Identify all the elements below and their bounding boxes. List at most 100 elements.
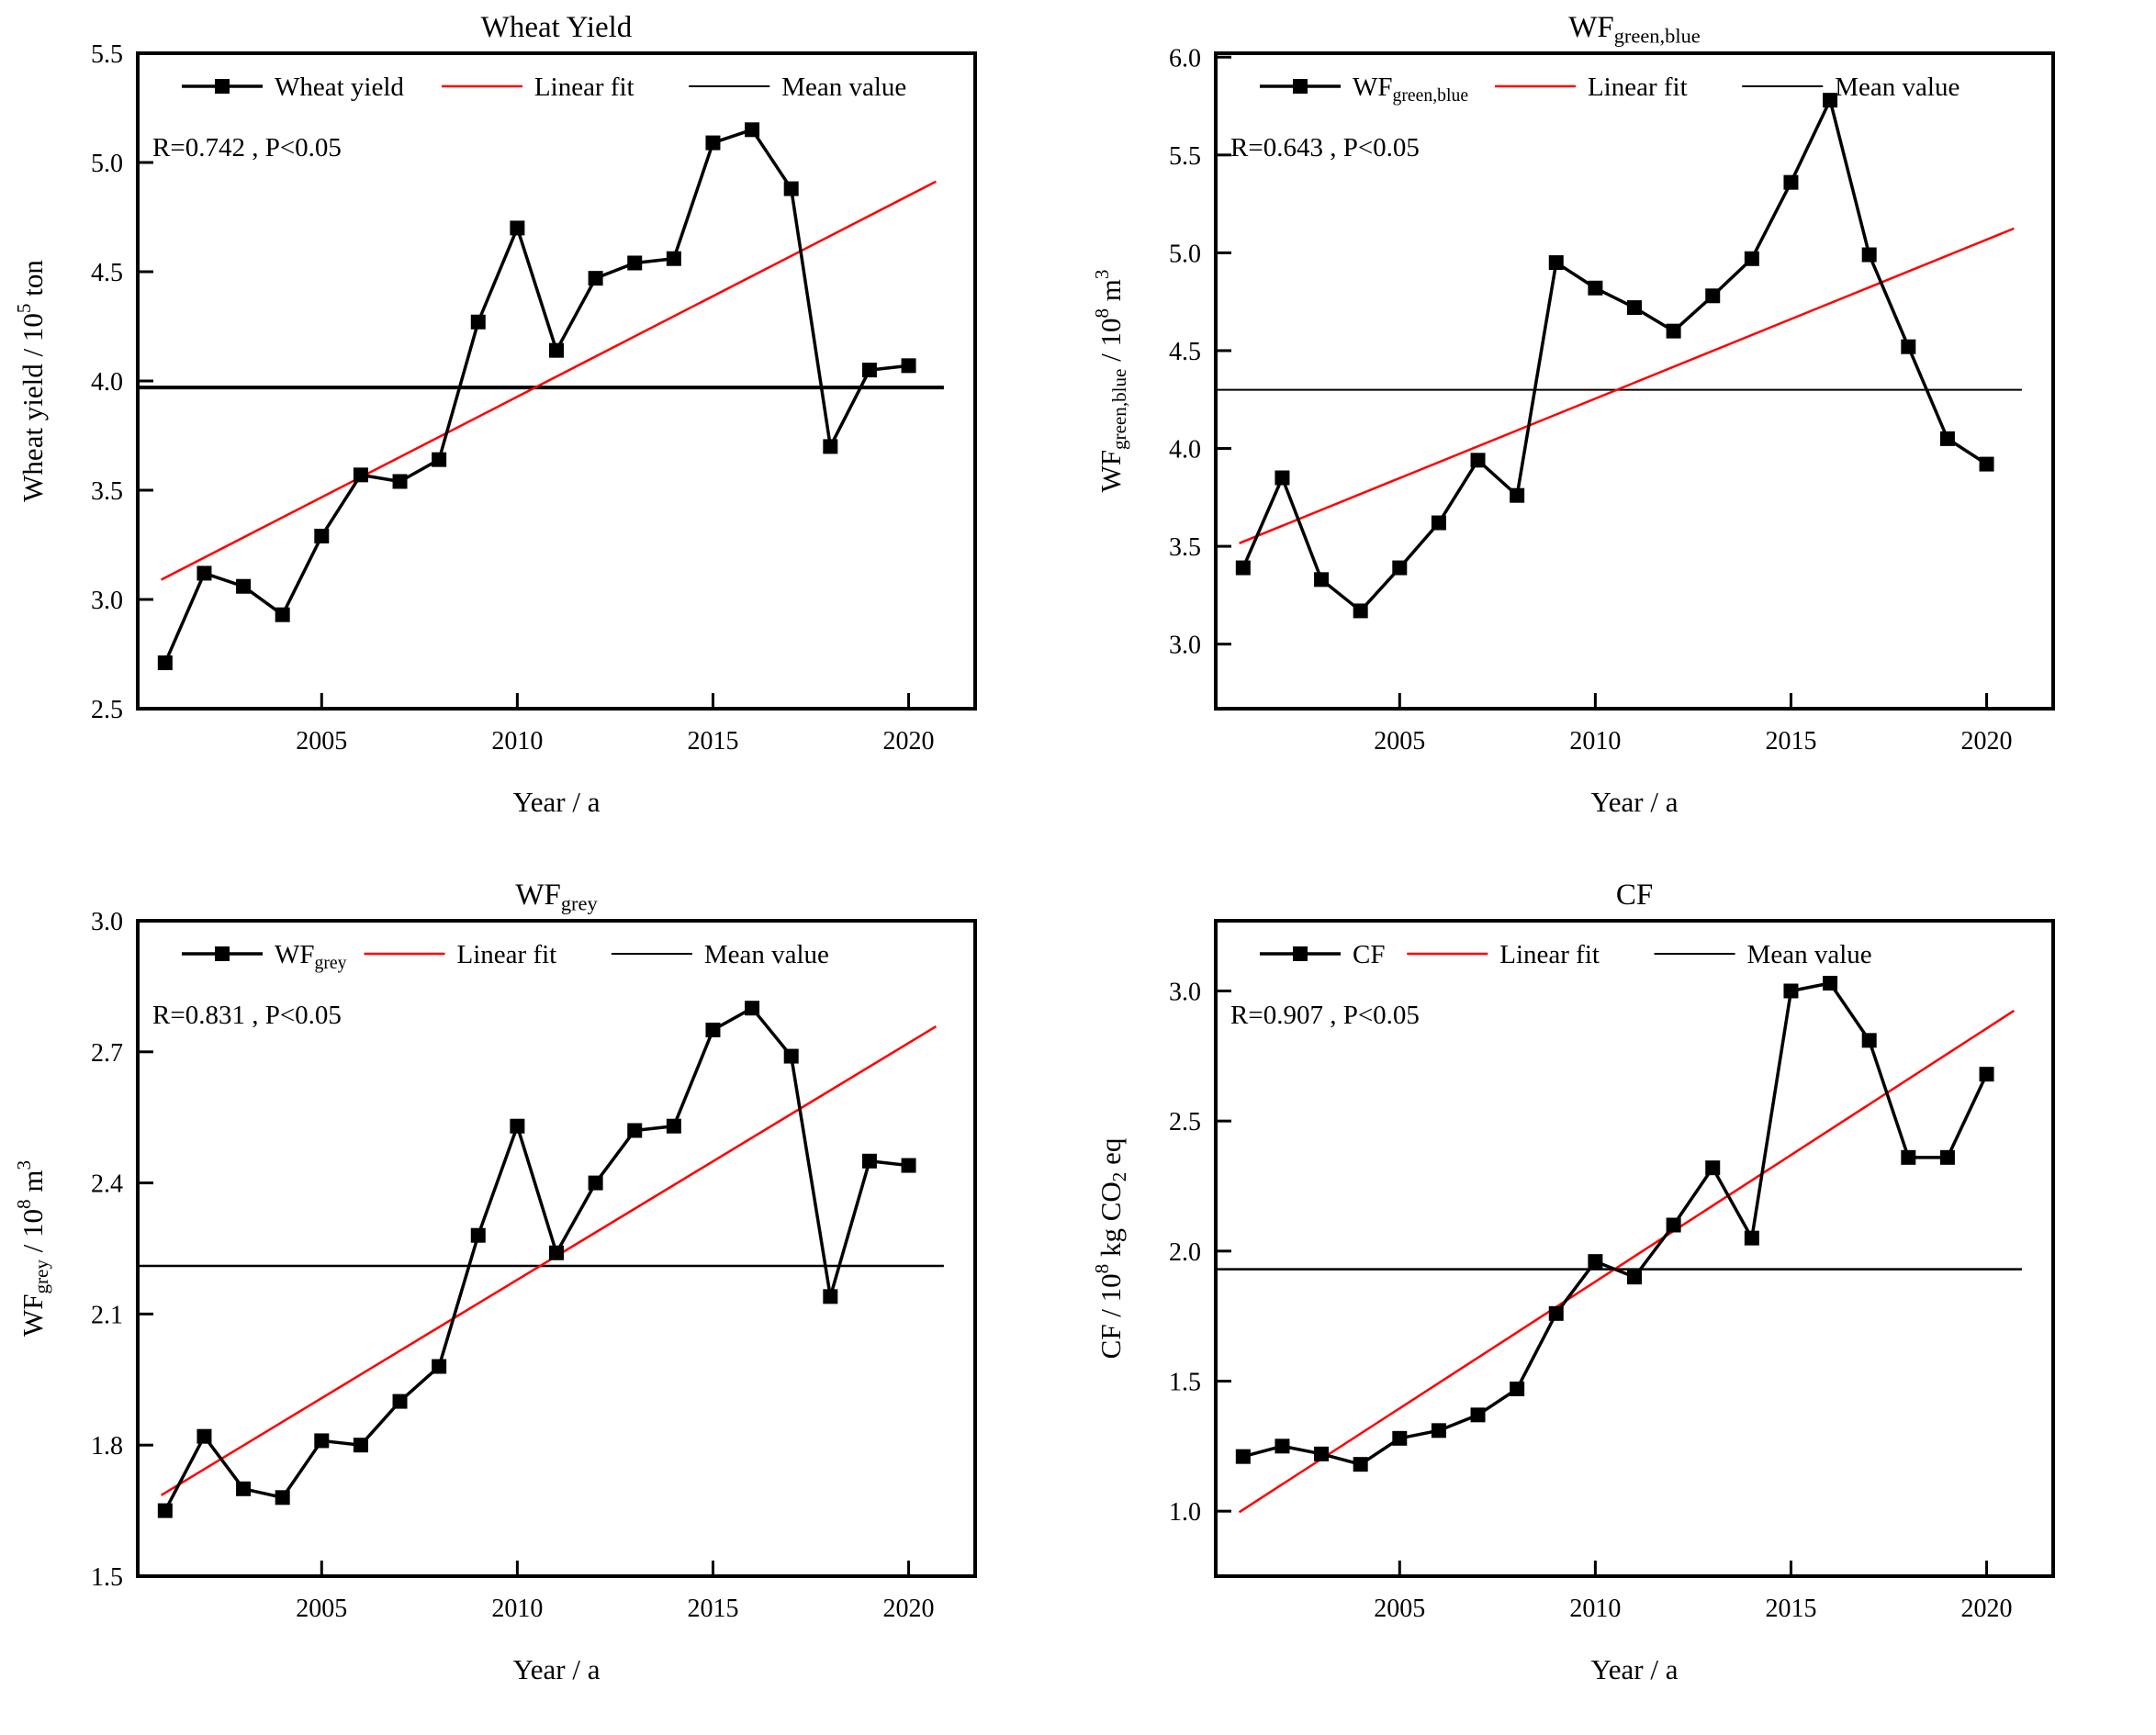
data-point-marker: [823, 1289, 838, 1304]
legend: CF Linear fit Mean value: [1260, 940, 1872, 969]
legend-label: Wheat yield: [275, 73, 404, 102]
y-tick-label: 5.0: [1169, 240, 1201, 268]
data-point-marker: [197, 565, 212, 581]
data-point-marker: [666, 251, 681, 266]
data-point-marker: [470, 1227, 486, 1243]
plot-box: [136, 919, 977, 1578]
x-axis: 2005 2010 2015 2020: [1374, 693, 2013, 756]
legend: WFgrey Linear fit Mean value: [182, 940, 829, 973]
x-tick-label: 2005: [1374, 727, 1425, 756]
y-tick-label: 5.5: [1169, 142, 1201, 171]
legend-label: Mean value: [704, 940, 829, 969]
series-line: [1241, 98, 1988, 613]
x-tick-label: 2020: [883, 1595, 935, 1623]
plot-box: [1214, 919, 2055, 1578]
data-point-marker: [588, 271, 603, 286]
chart-panel-wheat-yield: 2.5 3.0 3.5 4.0 4.5 5.0 5.5 2005 2010 2015 2020 Yea…: [0, 0, 1078, 868]
legend-label: Mean value: [781, 73, 906, 102]
legend-label: Linear fit: [1588, 73, 1688, 102]
data-point-marker: [1901, 1149, 1916, 1165]
y-tick-label: 1.8: [91, 1432, 123, 1461]
wf-green-blue-chart: 3.0 3.5 4.0 4.5 5.0 5.5 6.0 2005 2010 2015 2020 Yea…: [1091, 11, 2055, 818]
series-line: [163, 128, 909, 664]
data-point-marker: [861, 363, 877, 378]
data-point-marker: [1979, 1067, 1994, 1082]
data-point-marker: [1627, 1270, 1642, 1285]
series-line: [163, 1006, 909, 1512]
data-point-marker: [392, 474, 408, 489]
wheat-yield-chart: 2.5 3.0 3.5 4.0 4.5 5.0 5.5 2005 2010 2015 2020 Yea…: [13, 11, 977, 818]
y-tick-label: 5.5: [91, 40, 123, 69]
data-point-marker: [1666, 1217, 1681, 1233]
series-markers: [157, 122, 916, 671]
data-point-marker: [353, 1438, 368, 1453]
data-point-marker: [432, 452, 447, 467]
y-tick-label: 4.0: [1169, 436, 1201, 465]
data-point-marker: [705, 135, 721, 151]
data-point-marker: [666, 1118, 681, 1134]
data-point-marker: [157, 655, 173, 671]
y-axis: 1.5 1.8 2.1 2.4 2.7 3.0: [91, 908, 153, 1592]
y-tick-label: 2.5: [91, 696, 123, 724]
x-tick-label: 2010: [1569, 727, 1621, 756]
data-point-marker: [1510, 487, 1525, 503]
chart-panel-wf-green-blue: 3.0 3.5 4.0 4.5 5.0 5.5 6.0 2005 2010 2015 2020 Yea…: [1078, 0, 2156, 868]
data-point-marker: [1431, 1423, 1446, 1438]
x-tick-label: 2010: [491, 1595, 543, 1623]
data-point-marker: [1861, 247, 1877, 263]
data-point-marker: [745, 122, 760, 138]
chart-title: WFgrey: [515, 879, 598, 915]
linear-fit-line: [1239, 227, 2015, 544]
data-point-marker: [275, 607, 290, 622]
series-markers: [1235, 976, 1994, 1472]
series-markers: [1235, 93, 1994, 619]
data-point-marker: [783, 181, 799, 196]
x-tick-label: 2015: [1765, 727, 1816, 756]
x-tick-label: 2015: [1765, 1595, 1816, 1623]
y-tick-label: 1.5: [91, 1563, 123, 1592]
data-point-marker: [783, 1048, 799, 1064]
y-tick-label: 4.5: [91, 259, 123, 287]
y-axis-label: CF / 108 kg CO2 eq: [1091, 1138, 1130, 1360]
x-tick-label: 2005: [296, 1595, 347, 1623]
correlation-annotation: R=0.742 , P<0.05: [152, 133, 342, 162]
data-point-marker: [1783, 983, 1799, 999]
data-point-marker: [1314, 1446, 1330, 1461]
linear-fit-line: [160, 180, 937, 581]
correlation-annotation: R=0.907 , P<0.05: [1230, 1001, 1420, 1030]
data-point-marker: [1392, 560, 1408, 576]
y-tick-label: 3.5: [91, 477, 123, 506]
y-tick-label: 2.7: [91, 1039, 123, 1068]
data-point-marker: [1627, 300, 1642, 316]
x-tick-label: 2005: [296, 727, 347, 756]
legend-square-marker-icon: [215, 79, 230, 94]
data-point-marker: [1861, 1033, 1877, 1048]
x-axis: 2005 2010 2015 2020: [296, 693, 935, 756]
legend-label: WFgreen,blue: [1353, 73, 1468, 106]
data-point-marker: [1901, 339, 1916, 354]
data-point-marker: [1235, 1449, 1251, 1464]
y-axis-label: Wheat yield / 105 ton: [13, 260, 49, 502]
y-tick-label: 1.5: [1169, 1369, 1201, 1397]
y-tick-label: 2.5: [1169, 1108, 1201, 1136]
y-tick-label: 3.0: [91, 587, 123, 615]
data-point-marker: [627, 1123, 643, 1138]
x-axis: 2005 2010 2015 2020: [296, 1561, 935, 1623]
x-tick-label: 2020: [1961, 1595, 2013, 1623]
wf-grey-chart: 1.5 1.8 2.1 2.4 2.7 3.0 2005 2010 2015 2020 Year /…: [13, 879, 977, 1685]
data-point-marker: [1275, 1438, 1290, 1454]
data-point-marker: [1431, 515, 1446, 531]
x-tick-label: 2010: [491, 727, 543, 756]
data-point-marker: [1666, 323, 1681, 339]
x-axis-label: Year / a: [513, 786, 601, 818]
y-tick-label: 4.5: [1169, 338, 1201, 366]
y-tick-label: 2.4: [91, 1170, 123, 1199]
data-point-marker: [510, 220, 525, 236]
data-point-marker: [236, 1481, 252, 1496]
y-tick-label: 1.0: [1169, 1498, 1201, 1527]
data-point-marker: [1588, 280, 1603, 296]
y-axis: 1.0 1.5 2.0 2.5 3.0: [1169, 979, 1231, 1527]
x-tick-label: 2015: [687, 727, 738, 756]
data-point-marker: [1470, 453, 1486, 468]
data-point-marker: [353, 467, 368, 483]
